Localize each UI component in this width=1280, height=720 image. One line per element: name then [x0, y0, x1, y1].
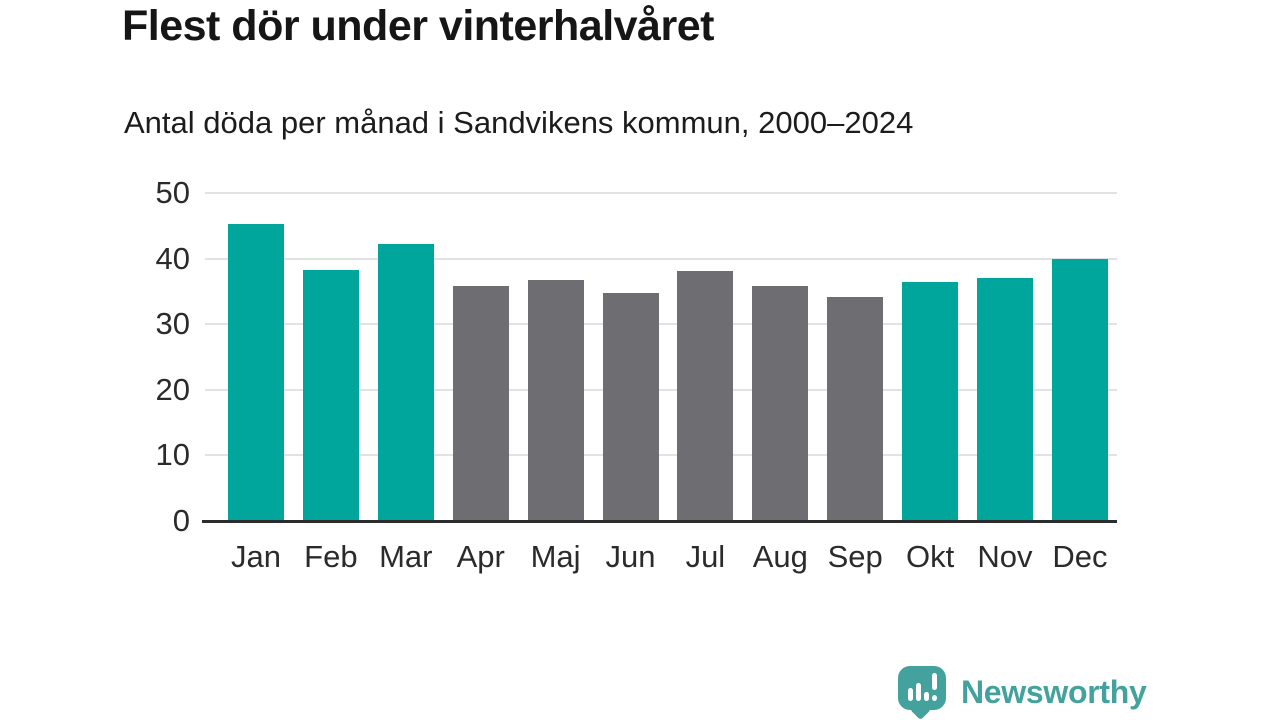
- y-axis-tick-0: 0: [172, 503, 190, 538]
- x-axis-tick-jan: Jan: [231, 539, 281, 574]
- gridline-10: [205, 454, 1117, 457]
- speech-bubble-bar-chart-icon: [898, 664, 946, 720]
- y-axis-tick-20: 20: [155, 371, 190, 407]
- bar-apr: [452, 285, 509, 521]
- y-axis-tick-10: 10: [155, 437, 190, 473]
- bar-maj: [527, 279, 584, 521]
- gridline-20: [205, 388, 1117, 391]
- plot-area: 0 10 20 30 40 50 Jan Feb Mar Apr Maj Jun Jul Aug Sep Ok…: [156, 175, 1117, 574]
- x-axis-tick-mar: Mar: [379, 539, 433, 574]
- x-axis-tick-maj: Maj: [530, 539, 581, 574]
- logo-exclamation-bar: [932, 673, 937, 690]
- logo-mini-bar-3: [924, 692, 929, 701]
- logo-exclamation-dot: [932, 695, 937, 701]
- x-axis-tick-nov: Nov: [977, 539, 1033, 574]
- chart-subtitle: Antal döda per månad i Sandvikens kommun…: [124, 105, 914, 140]
- x-axis-tick-jun: Jun: [605, 539, 656, 574]
- x-axis-line: [202, 520, 1117, 523]
- bar-jun: [602, 292, 659, 521]
- gridline-40: [205, 257, 1117, 260]
- bar-mar: [377, 244, 434, 521]
- bar-okt: [902, 281, 959, 521]
- logo-mini-bar-2: [916, 683, 921, 701]
- y-axis-tick-50: 50: [155, 175, 190, 210]
- x-axis-tick-dec: Dec: [1052, 539, 1108, 574]
- bar-jul: [677, 271, 734, 521]
- bar-feb: [302, 270, 359, 521]
- x-axis-tick-sep: Sep: [827, 539, 883, 574]
- bar-dec: [1051, 258, 1108, 521]
- gridline-30: [205, 323, 1117, 326]
- bar-sep: [827, 296, 884, 521]
- bar-aug: [752, 285, 809, 521]
- x-axis-tick-okt: Okt: [905, 539, 955, 574]
- x-axis-tick-aug: Aug: [752, 539, 808, 574]
- gridline-50: [205, 192, 1117, 194]
- bar-nov: [977, 278, 1033, 521]
- logo-mini-bar-1: [908, 688, 913, 701]
- x-axis-tick-jul: Jul: [685, 539, 726, 574]
- y-axis-tick-40: 40: [155, 240, 190, 276]
- x-axis-tick-apr: Apr: [456, 539, 505, 574]
- page-title: Flest dör under vinterhalvåret: [122, 2, 714, 50]
- newsworthy-logo: Newsworthy: [898, 664, 1147, 720]
- bar-jan: [228, 223, 284, 521]
- y-axis-tick-30: 30: [155, 306, 190, 342]
- brand-name: Newsworthy: [961, 673, 1147, 710]
- x-axis-tick-feb: Feb: [304, 539, 358, 574]
